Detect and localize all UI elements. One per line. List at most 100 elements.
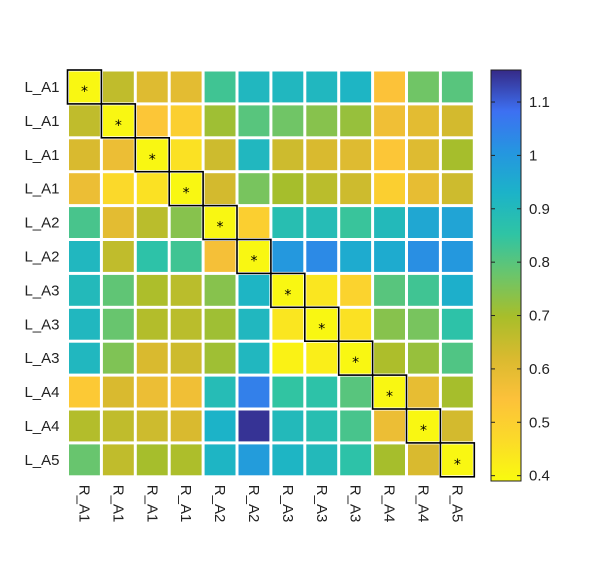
highlight-box-10 (371, 374, 408, 410)
diagonal-marker-12: * (454, 457, 461, 473)
heatmap-cell-r1-c12 (441, 71, 473, 103)
heatmap-cell-r6-c11 (408, 241, 439, 272)
row-label-9: L_A3 (24, 350, 59, 367)
heatmap-cell-r7-c10 (374, 274, 405, 306)
heatmap-cell-r7-c12 (441, 274, 473, 306)
colorbar-label-1: 0.4 (529, 468, 550, 485)
heatmap-cell-r3-c5 (204, 139, 236, 171)
heatmap-cell-r7-c7 (272, 274, 304, 306)
row-label-1: L_A1 (24, 79, 59, 96)
col-label-7: R_A3 (279, 485, 296, 523)
x-axis-tick-labels: R_A1 R_A1 R_A1 R_A1 R_A2 R_A2 R_A3 R_A3 R_A3 R_A4… (75, 485, 465, 523)
heatmap-cell-r3-c4 (170, 139, 202, 171)
heatmap-cell-r4-c9 (340, 173, 372, 205)
diagonal-marker-2: * (115, 118, 122, 134)
heatmap-cell-r1-c6 (238, 71, 270, 103)
highlight-box-7 (270, 272, 306, 309)
heatmap-cell-r12-c4 (170, 444, 202, 476)
col-label-1: R_A1 (75, 485, 92, 523)
heatmap-cell-r4-c10 (374, 173, 405, 205)
heatmap-cell-r5-c9 (340, 207, 372, 238)
heatmap-cell-r9-c4 (170, 342, 202, 374)
colorbar-label-8: 1.1 (529, 94, 550, 111)
col-label-6: R_A2 (245, 485, 262, 523)
heatmap-cell-r12-c10 (374, 444, 405, 476)
heatmap-cell-r11-c10 (374, 410, 405, 442)
diagonal-marker-1: * (81, 84, 88, 100)
heatmap-cell-r7-c4 (170, 274, 202, 306)
heatmap-cell-r12-c5 (204, 444, 236, 476)
diagonal-marker-3: * (149, 152, 156, 168)
diagonal-marker-9: * (352, 355, 359, 371)
heatmap-cell-r6-c4 (170, 241, 202, 272)
heatmap-cell-r8-c8 (306, 308, 338, 340)
heatmap-cell-r12-c8 (306, 444, 338, 476)
heatmap-cell-r1-c5 (204, 71, 236, 103)
heatmap-cell-r5-c1 (69, 207, 100, 238)
heatmap-cell-r7-c8 (306, 274, 338, 306)
colorbar-ticks: 0.4 0.5 0.6 0.7 0.8 0.9 1 1.1 (491, 94, 550, 485)
heatmap-cell-r1-c10 (374, 71, 405, 103)
row-label-11: L_A4 (24, 418, 59, 435)
y-axis-tick-labels: L_A1 L_A1 L_A1 L_A1 L_A2 L_A2 L_A3 L_A3 L_A3 L_A4… (24, 79, 59, 469)
row-label-3: L_A1 (24, 147, 59, 164)
heatmap-cell-r9-c3 (136, 342, 168, 374)
heatmap-cell-r8-c4 (170, 308, 202, 340)
heatmap-cell-r9-c9 (340, 342, 372, 374)
heatmap-cell-r11-c8 (306, 410, 338, 442)
heatmap-cell-r1-c9 (340, 71, 372, 103)
heatmap-cell-r11-c3 (136, 410, 168, 442)
highlight-box-4 (168, 170, 204, 207)
heatmap-cell-r12-c3 (136, 444, 168, 476)
diagonal-marker-8: * (318, 321, 325, 337)
heatmap-cell-r9-c2 (102, 342, 134, 374)
heatmap-cell-r3-c6 (238, 139, 270, 171)
diagonal-marker-7: * (284, 287, 291, 303)
heatmap-cell-r4-c3 (136, 173, 168, 205)
heatmap-cell-r11-c1 (69, 410, 100, 442)
colorbar-gradient (490, 69, 522, 482)
heatmap-cell-r5-c2 (102, 207, 134, 238)
heatmap-cell-r2-c2 (102, 105, 134, 137)
heatmap-cell-r10-c11 (408, 376, 439, 408)
diagonal-marker-10: * (386, 389, 393, 405)
heatmap-cell-r6-c12 (441, 241, 473, 272)
heatmap-cell-r8-c2 (102, 308, 134, 340)
heatmap-cell-r12-c6 (238, 444, 270, 476)
heatmap-cell-r1-c7 (272, 71, 304, 103)
heatmap-cells (69, 71, 473, 476)
row-label-10: L_A4 (24, 384, 59, 401)
heatmap-cell-r6-c10 (374, 241, 405, 272)
highlight-box-8 (303, 306, 340, 342)
row-label-2: L_A1 (24, 113, 59, 130)
heatmap-cell-r1-c3 (136, 71, 168, 103)
heatmap-cell-r9-c6 (238, 342, 270, 374)
heatmap-cell-r1-c1 (69, 71, 100, 103)
heatmap-cell-r4-c12 (441, 173, 473, 205)
heatmap-cell-r11-c9 (340, 410, 372, 442)
heatmap-cell-r8-c7 (272, 308, 304, 340)
heatmap-cell-r9-c10 (374, 342, 405, 374)
heatmap-cell-r11-c7 (272, 410, 304, 442)
heatmap-cell-r10-c8 (306, 376, 338, 408)
col-label-4: R_A1 (177, 485, 194, 523)
heatmap-cell-r12-c9 (340, 444, 372, 476)
heatmap-cell-r2-c5 (204, 105, 236, 137)
heatmap-cell-r10-c5 (204, 376, 236, 408)
heatmap-cell-r8-c5 (204, 308, 236, 340)
heatmap-cell-r4-c5 (204, 173, 236, 205)
heatmap-cell-r8-c10 (374, 308, 405, 340)
highlight-box-6 (236, 238, 272, 275)
heatmap-cell-r8-c9 (340, 308, 372, 340)
col-label-11: R_A4 (414, 485, 431, 523)
row-label-6: L_A2 (24, 248, 59, 265)
heatmap-cell-r6-c1 (69, 241, 100, 272)
heatmap-cell-r3-c11 (408, 139, 439, 171)
heatmap-cell-r5-c10 (374, 207, 405, 238)
heatmap-cell-r6-c8 (306, 241, 338, 272)
heatmap-cell-r4-c6 (238, 173, 270, 205)
col-label-12: R_A5 (448, 485, 465, 523)
heatmap-cell-r2-c11 (408, 105, 439, 137)
heatmap-cell-r4-c7 (272, 173, 304, 205)
col-label-5: R_A2 (211, 485, 228, 523)
